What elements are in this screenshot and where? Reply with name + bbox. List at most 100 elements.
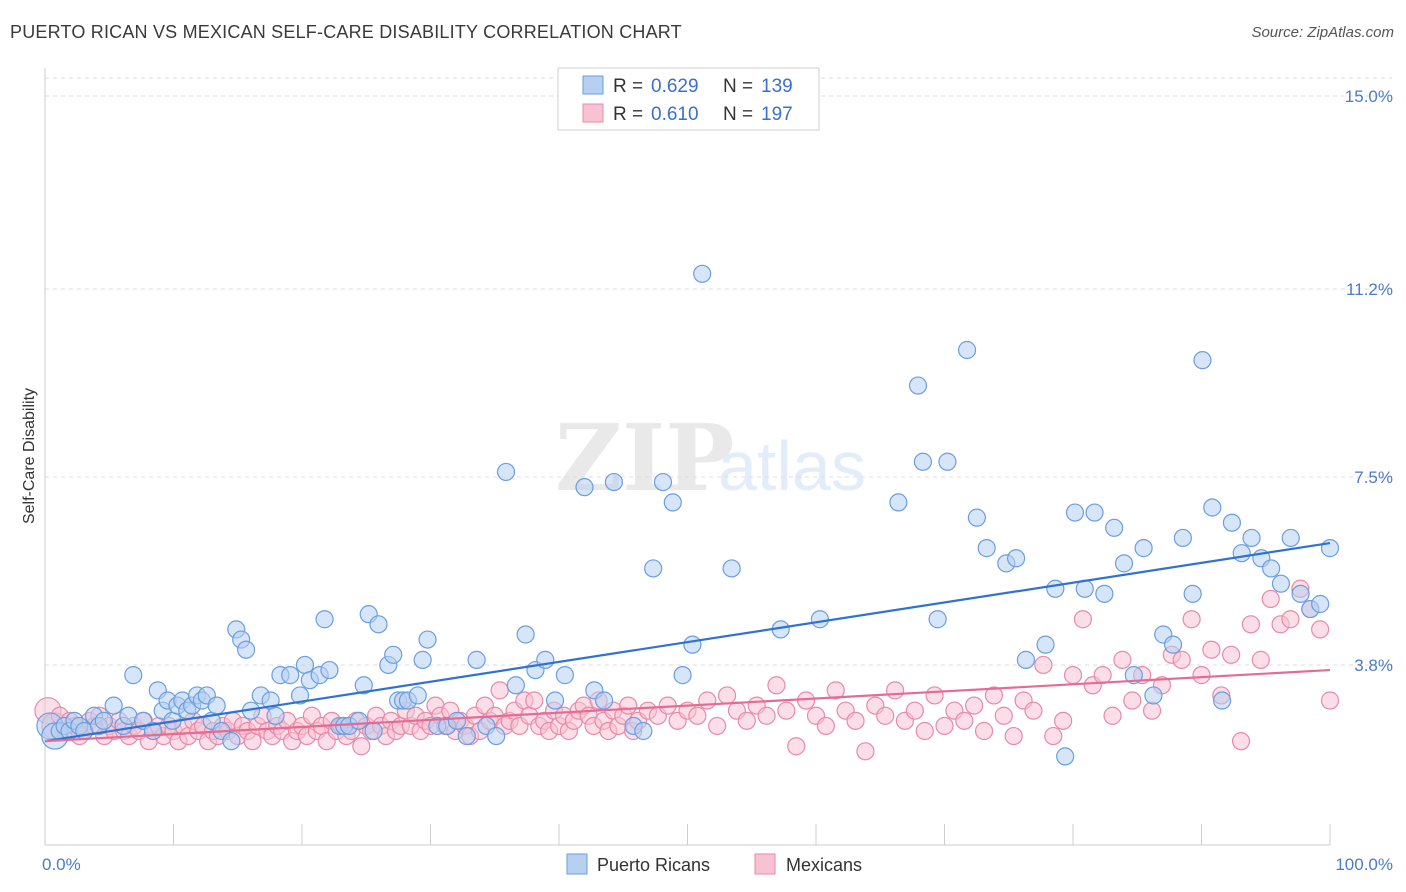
puerto-rican-point [467,650,486,669]
legend-r-label-1: R = [613,76,643,97]
puerto-rican-point [354,676,373,695]
legend-swatch-mexicans [582,103,604,123]
puerto-rican-point [1046,579,1065,598]
mexican-point [1172,650,1191,669]
puerto-rican-point [1134,539,1153,558]
mexican-point [974,721,994,741]
puerto-rican-point [889,493,908,512]
bottom-legend-swatch-mexicans [754,853,776,875]
puerto-rican-point [913,452,933,471]
mexican-point [1063,666,1083,685]
y-tick-label: 11.2% [1346,280,1393,299]
trend-line-puerto-ricans [44,541,1331,743]
puerto-rican-point [555,666,574,685]
mexican-point [1202,640,1221,659]
mexican-point [1311,620,1330,639]
mexican-point [826,681,845,700]
puerto-rican-point [315,610,334,629]
puerto-rican-point [1105,518,1124,537]
mexican-point [925,686,944,705]
puerto-rican-point [644,559,663,578]
mexican-point [1241,615,1261,634]
puerto-rican-point [408,686,427,705]
puerto-rican-point [928,610,947,629]
mexican-point [816,716,835,736]
mexican-point [688,706,707,725]
legend-n-value-1: 139 [761,76,793,97]
puerto-rican-point [663,493,682,512]
mexican-point [1261,589,1280,609]
puerto-rican-point [1183,584,1202,603]
mexican-point [1123,691,1142,710]
mexican-point [1073,610,1092,629]
puerto-rican-point [124,666,143,685]
trend-lines [44,541,1331,743]
puerto-rican-point [222,732,241,751]
mexican-point [737,711,756,730]
puerto-rican-point [104,696,123,715]
y-axis-title: Self-Care Disability [21,388,38,524]
puerto-rican-point [1173,528,1192,548]
mexican-point [1192,666,1211,685]
puerto-rican-point [1291,584,1310,603]
puerto-rican-point [281,666,300,685]
puerto-rican-point [413,650,432,669]
puerto-rican-point [722,559,741,578]
puerto-rican-point [1311,594,1330,614]
puerto-rican-point [693,264,712,283]
bottom-legend-label-mexicans: Mexicans [786,855,862,875]
puerto-rican-point [207,696,226,715]
mexican-point [1113,650,1132,669]
mexican-point [777,701,796,720]
mexican-point [965,696,984,715]
bottom-legend-swatch-puerto-ricans [566,853,588,875]
puerto-rican-point [1056,747,1075,766]
mexican-point [708,716,727,736]
mexican-point [787,737,806,756]
mexican-point [935,716,954,736]
mexican-point [1093,666,1112,685]
puerto-rican-point [967,508,986,527]
puerto-rican-point [545,691,565,710]
mexican-point [490,681,509,700]
puerto-rican-point [653,472,673,492]
puerto-rican-point [1271,574,1291,593]
puerto-rican-point [908,376,928,395]
puerto-rican-point [575,478,594,497]
mexican-point [619,696,638,715]
mexican-point [955,711,974,730]
puerto-rican-point [94,711,113,730]
puerto-rican-point [1095,584,1114,603]
puerto-rican-point [595,691,614,710]
mexican-point [876,706,895,725]
legend-r-label-2: R = [613,104,643,125]
watermark: ZIP atlas [555,404,866,512]
mexican-point [885,681,905,700]
mexican-point [1222,645,1241,664]
legend-n-value-2: 197 [761,104,793,125]
mexican-point [1024,701,1043,720]
puerto-rican-point [604,472,624,492]
mexican-point [757,706,776,725]
mexican-point [994,706,1013,725]
bottom-legend: Puerto Ricans Mexicans [566,853,862,875]
puerto-rican-point [236,640,256,659]
y-tick-label: 7.5% [1354,468,1393,487]
trend-line-mexicans [44,668,1331,743]
watermark-atlas: atlas [718,427,866,505]
puerto-rican-point [634,721,653,741]
puerto-rican-point [1193,351,1212,370]
x-tick-label-max: 100.0% [1335,855,1393,874]
mexican-point [915,721,934,741]
puerto-rican-point [1222,513,1242,532]
puerto-rican-point [673,666,692,685]
puerto-rican-point [457,726,476,746]
puerto-rican-point [320,660,339,680]
legend-n-label-1: N = [723,76,753,97]
mexican-point [856,742,875,761]
puerto-rican-point [384,645,403,664]
legend-box: R = 0.629 N = 139 R = 0.610 N = 197 [557,67,820,131]
axes: 3.8% 7.5% 11.2% 15.0% 0.0% 100.0% [42,68,1393,874]
mexican-point [1251,650,1270,669]
